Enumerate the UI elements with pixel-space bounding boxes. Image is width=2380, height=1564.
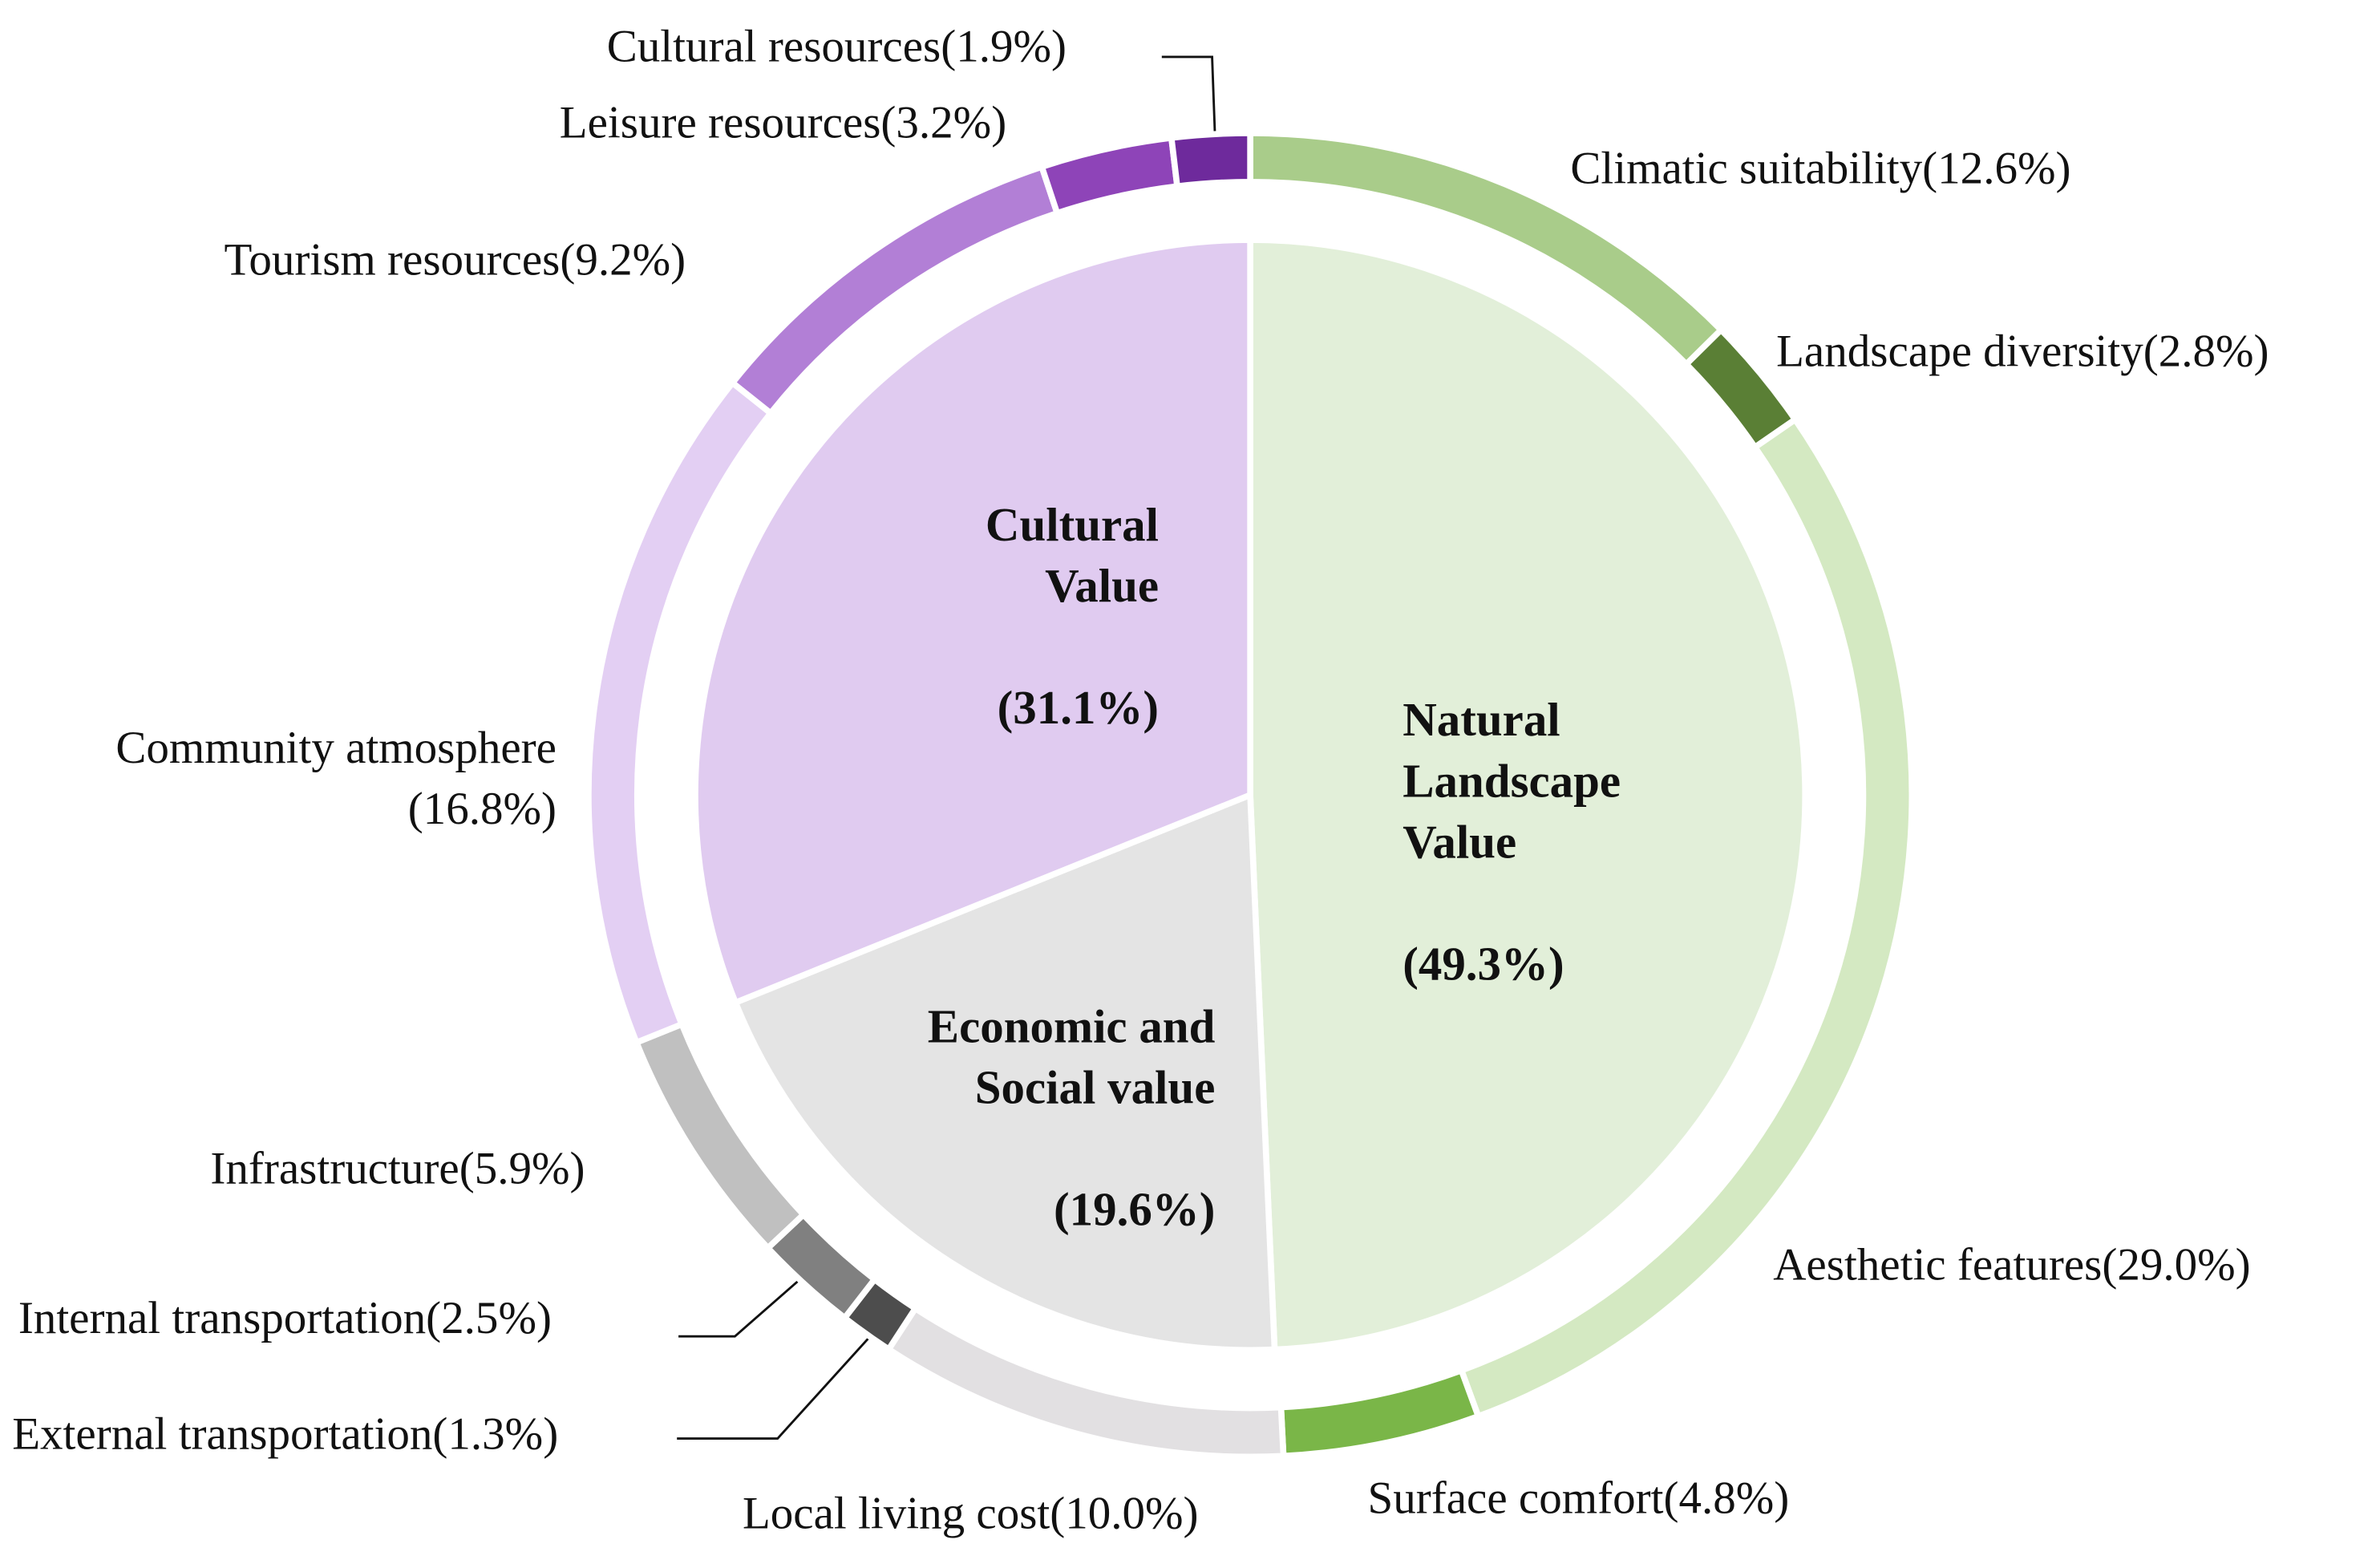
segment-value-label: (3.2%): [880, 97, 1006, 148]
leader-line: [1161, 55, 1216, 141]
segment-label: Leisure resources: [560, 97, 881, 148]
segment-value-label: (29.0%): [2102, 1240, 2250, 1291]
segment-label-group: Local living cost(10.0%): [743, 1488, 1199, 1538]
leader-line: [678, 1271, 809, 1338]
segment-label-group: Climatic suitability(12.6%): [1570, 144, 2070, 194]
segment-label-group: Surface comfort(4.8%): [1368, 1473, 1790, 1523]
ring-segment: [1038, 134, 1181, 217]
segment-label: Landscape diversity: [1776, 326, 2143, 377]
segment-label-group: Cultural resources(1.9%): [607, 21, 1067, 71]
segment-label: Surface comfort: [1368, 1473, 1664, 1523]
slice-value-label: (31.1%): [998, 681, 1159, 734]
segment-label-group: Aesthetic features(29.0%): [1773, 1240, 2250, 1291]
segment-value-label: (12.6%): [1922, 144, 2070, 194]
leader-line: [677, 1323, 883, 1440]
segment-label-group: Leisure resources(3.2%): [560, 97, 1006, 148]
segment-label-group: Landscape diversity(2.8%): [1776, 326, 2269, 377]
slice-value-label: (19.6%): [1054, 1183, 1215, 1236]
segment-label-group: Infrastructure(5.9%): [210, 1144, 585, 1194]
segment-label-group: Internal transportation(2.5%): [18, 1293, 552, 1343]
segment-label: Aesthetic features: [1773, 1240, 2102, 1291]
slice-label: Landscape: [1402, 754, 1621, 807]
slice-label: Value: [1402, 815, 1516, 868]
slice-label: Value: [1045, 559, 1159, 612]
segment-value-label: (2.5%): [426, 1293, 552, 1343]
segment-value-label: (4.8%): [1663, 1473, 1789, 1523]
segment-label: Community atmosphere: [115, 723, 557, 773]
segment-label: Climatic suitability: [1570, 144, 1922, 194]
pie-slice: [692, 237, 1253, 1007]
segment-value-label: (2.8%): [2143, 326, 2269, 377]
segment-label: Infrastructure: [210, 1144, 459, 1194]
slice-label: Natural: [1402, 693, 1560, 746]
slice-value-label: (49.3%): [1402, 937, 1564, 990]
segment-label-group: Tourism resources(9.2%): [224, 235, 686, 286]
pie-slice: [1247, 237, 1808, 1353]
pie-slice: [731, 790, 1278, 1354]
segment-label: Internal transportation: [18, 1293, 426, 1343]
slice-label: Economic and: [928, 999, 1216, 1052]
segment-value-label: (1.3%): [432, 1409, 558, 1460]
segment-label: External transportation: [12, 1409, 432, 1460]
segment-label: Local living cost: [743, 1488, 1050, 1538]
segment-value-label: (1.9%): [941, 21, 1067, 71]
segment-value-label: (9.2%): [560, 235, 686, 286]
segment-value-label: (16.8%): [408, 784, 557, 834]
slice-label: Cultural: [986, 498, 1159, 551]
ring-segment: [1277, 1366, 1483, 1460]
ring-segment: [1168, 130, 1253, 190]
segment-value-label: (10.0%): [1050, 1488, 1198, 1538]
segment-label-group: External transportation(1.3%): [12, 1409, 558, 1460]
segment-label: Tourism resources: [224, 235, 560, 286]
segment-value-label: (5.9%): [459, 1144, 585, 1194]
slice-label: Social value: [975, 1060, 1216, 1113]
segment-label: Cultural resources: [607, 21, 941, 71]
